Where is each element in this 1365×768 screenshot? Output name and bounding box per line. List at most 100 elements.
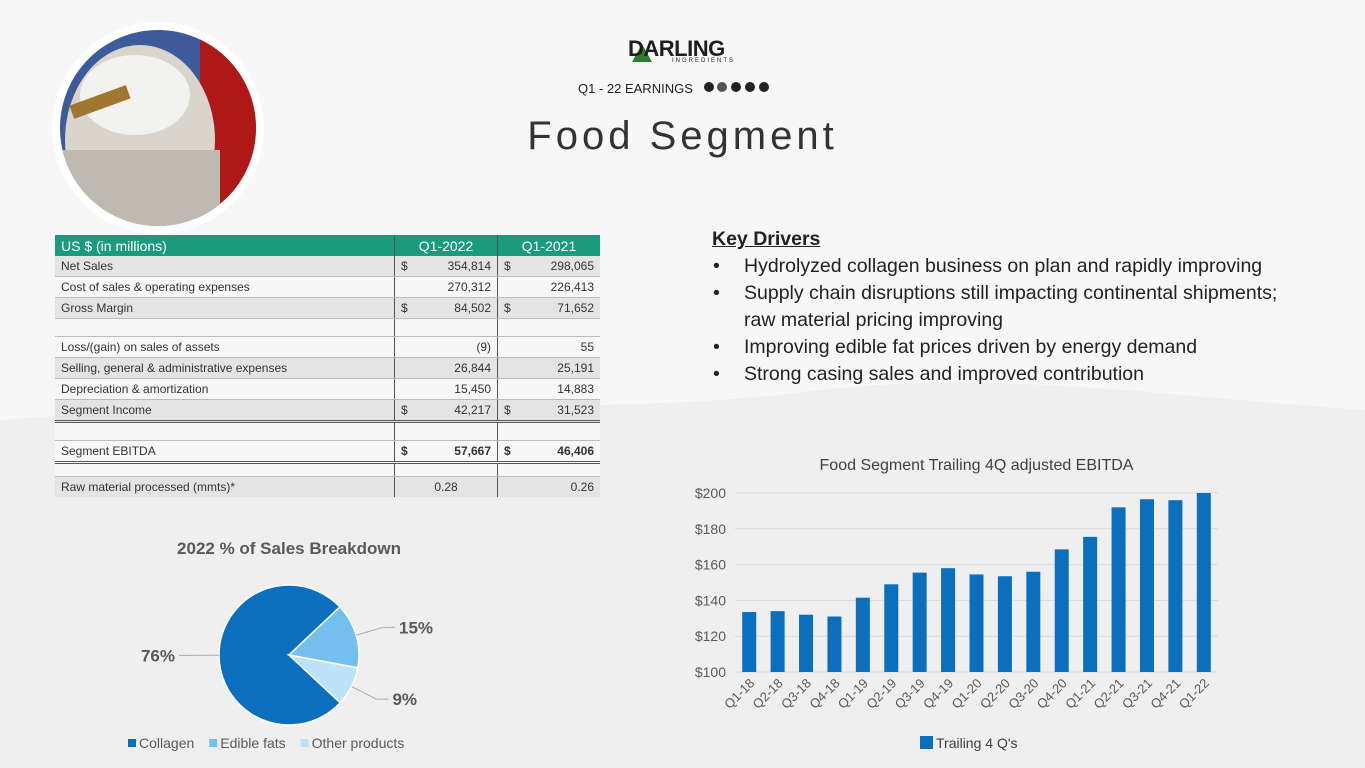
x-tick-label: Q1-18	[721, 676, 757, 712]
cell: 25,191	[557, 361, 594, 375]
bar	[770, 611, 785, 672]
x-tick-label: Q1-19	[835, 676, 871, 712]
row-label: Segment Income	[55, 399, 395, 422]
y-tick-label: $160	[695, 557, 726, 573]
cell: 71,652	[557, 301, 594, 315]
x-tick-label: Q4-21	[1147, 676, 1183, 712]
bar-title: Food Segment Trailing 4Q adjusted EBITDA	[820, 457, 1134, 474]
data-label: 9%	[392, 690, 417, 709]
row-label: Cost of sales & operating expenses	[55, 276, 395, 298]
cell: 46,406	[557, 444, 594, 458]
bar	[969, 574, 984, 672]
cell: 0.28	[434, 480, 458, 494]
cell: 57,667	[454, 444, 491, 458]
logo-name: DARLING	[628, 36, 725, 61]
bar	[912, 572, 927, 672]
currency: $	[504, 259, 511, 273]
bar	[1139, 499, 1154, 672]
header-cell: Q1-2022	[394, 235, 498, 256]
data-label: 76%	[141, 646, 175, 665]
x-tick-label: Q2-19	[863, 676, 899, 712]
bar	[1168, 500, 1183, 672]
legend-swatch	[209, 739, 218, 747]
key-drivers: Key Drivers Hydrolyzed collagen business…	[712, 228, 1304, 388]
x-tick-label: Q3-18	[778, 676, 814, 712]
cell: 15,450	[454, 382, 491, 396]
currency: $	[504, 301, 511, 315]
pie-title: 2022 % of Sales Breakdown	[177, 539, 401, 558]
currency: $	[504, 444, 511, 458]
legend-label: Other products	[312, 735, 405, 751]
currency: $	[401, 444, 408, 458]
row-label: Net Sales	[55, 256, 395, 277]
bar	[799, 614, 814, 672]
x-tick-label: Q1-21	[1062, 676, 1098, 712]
x-tick-label: Q4-18	[806, 676, 842, 712]
bullet: Supply chain disruptions still impacting…	[713, 280, 1304, 334]
bar	[884, 584, 899, 672]
earnings-label: Q1 - 22 EARNINGS	[578, 81, 693, 96]
cell: 84,502	[454, 301, 491, 315]
bar	[827, 616, 842, 672]
x-tick-label: Q3-19	[892, 676, 928, 712]
cell: 270,312	[447, 280, 491, 294]
bar	[1054, 549, 1069, 672]
key-drivers-title: Key Drivers	[712, 228, 821, 250]
cell: 42,217	[454, 403, 491, 417]
row-label: Segment EBITDA	[55, 440, 395, 463]
row-label: Raw material processed (mmts)*	[55, 476, 395, 497]
y-tick-label: $180	[695, 521, 726, 537]
legend-label: Collagen	[139, 735, 194, 751]
bar	[1196, 493, 1211, 672]
row-label: Gross Margin	[55, 297, 395, 319]
x-tick-label: Q2-20	[977, 676, 1013, 712]
bullet: Hydrolyzed collagen business on plan and…	[713, 253, 1304, 280]
x-tick-label: Q3-21	[1119, 676, 1155, 712]
legend-label: Edible fats	[220, 735, 285, 751]
x-tick-label: Q2-21	[1091, 676, 1127, 712]
cell: 354,814	[447, 259, 491, 273]
cell: 298,065	[550, 259, 594, 273]
bar	[855, 597, 870, 672]
leader-line	[351, 686, 389, 700]
cell: 0.26	[570, 480, 594, 494]
x-tick-label: Q1-20	[948, 676, 984, 712]
currency: $	[401, 259, 408, 273]
x-tick-label: Q3-20	[1005, 676, 1041, 712]
slide-title: Food Segment	[527, 114, 838, 158]
currency: $	[401, 301, 408, 315]
currency: $	[504, 403, 511, 417]
legend-swatch	[920, 736, 933, 749]
leader-line	[356, 626, 396, 636]
pie-slice	[287, 605, 360, 669]
header-cell: US $ (in millions)	[55, 235, 395, 256]
row-label: Depreciation & amortization	[55, 378, 395, 400]
bullet: Improving edible fat prices driven by en…	[713, 334, 1304, 361]
row-label: Selling, general & administrative expens…	[55, 357, 395, 379]
bar	[1026, 571, 1041, 672]
x-tick-label: Q4-20	[1034, 676, 1070, 712]
y-tick-label: $100	[695, 664, 726, 680]
bullet-list: Hydrolyzed collagen business on plan and…	[712, 253, 1304, 388]
bar	[742, 612, 757, 672]
cell: 14,883	[557, 382, 594, 396]
cell: 55	[580, 340, 594, 354]
cell: (9)	[476, 340, 491, 354]
row-label: Loss/(gain) on sales of assets	[55, 336, 395, 358]
legend-swatch	[300, 739, 309, 747]
legend-label: Trailing 4 Q's	[936, 735, 1018, 751]
bar	[1083, 536, 1098, 672]
cell: 31,523	[557, 403, 594, 417]
bar	[1111, 507, 1126, 672]
y-tick-label: $120	[695, 628, 726, 644]
logo-mark	[632, 44, 652, 62]
x-tick-label: Q1-22	[1176, 676, 1212, 712]
legend-swatch	[128, 739, 136, 747]
progress-dots	[704, 82, 769, 92]
y-tick-label: $200	[695, 485, 726, 501]
y-tick-label: $140	[695, 592, 726, 608]
logo-sub: INGREDIENTS	[672, 58, 736, 64]
bullet: Strong casing sales and improved contrib…	[713, 361, 1304, 388]
